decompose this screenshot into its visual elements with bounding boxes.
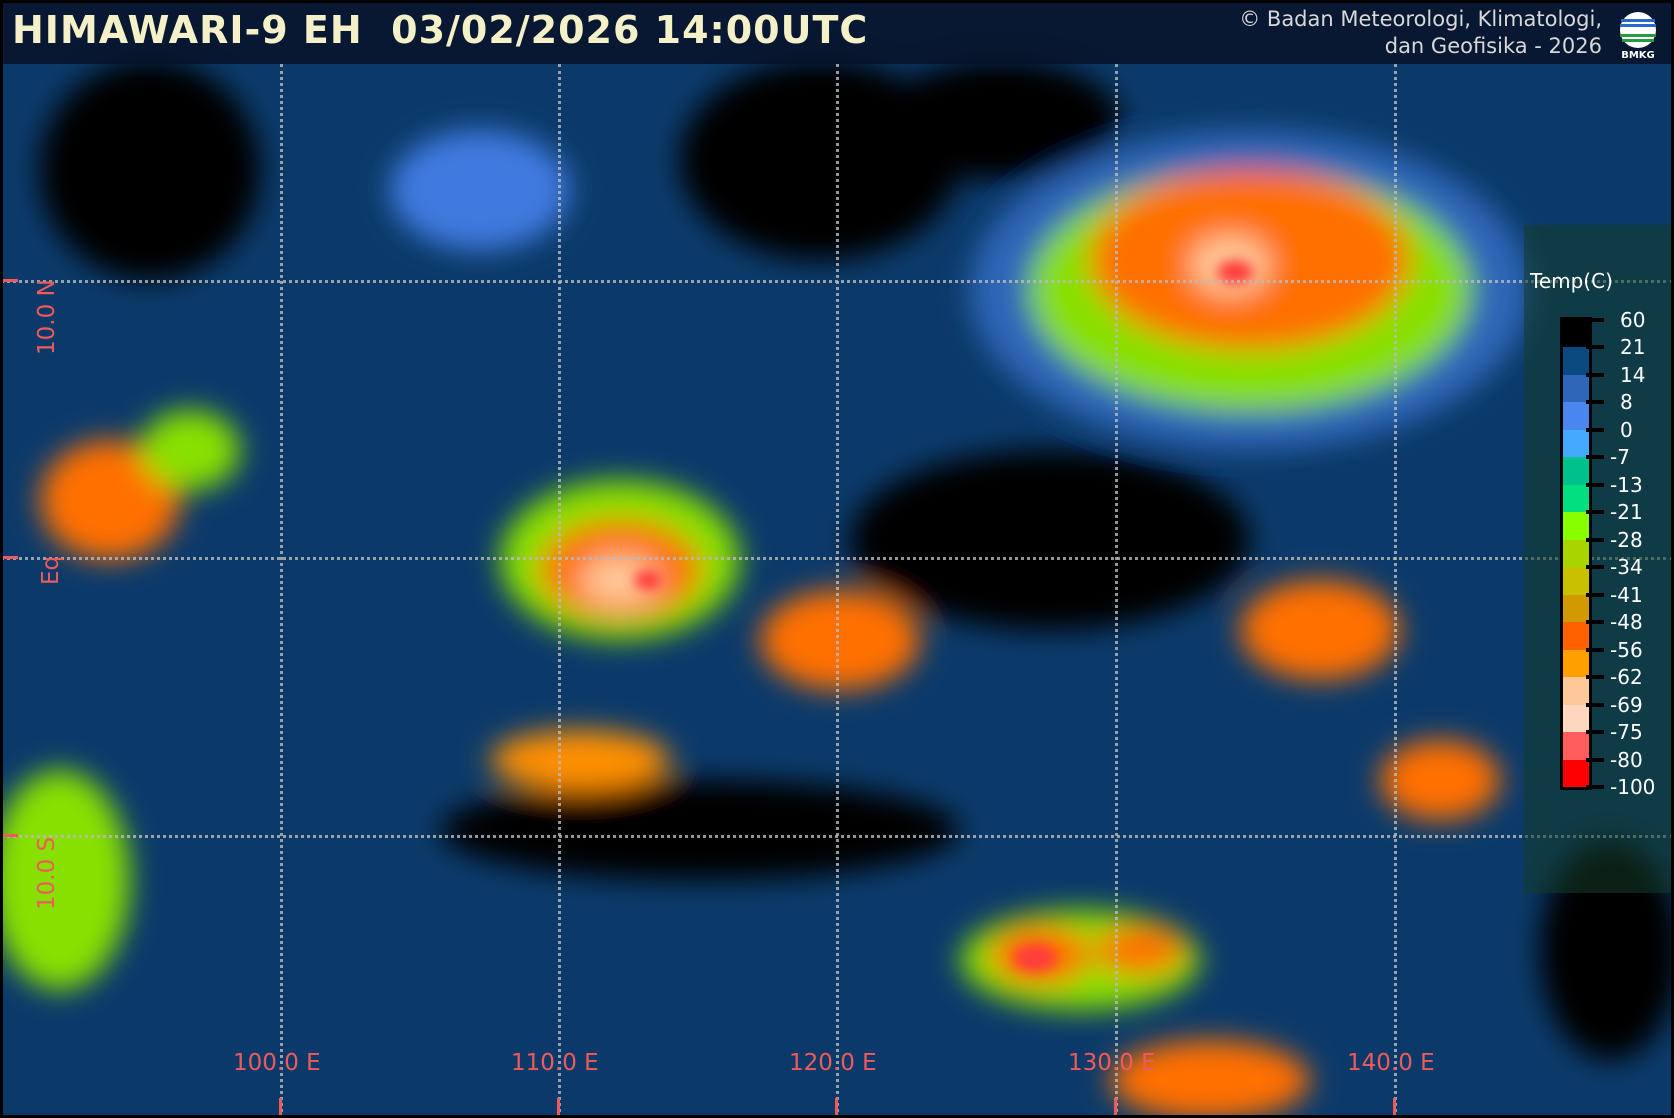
parallel-10s [0,835,1674,838]
meridian-130e [1115,64,1118,1118]
meridian-100e [280,64,283,1118]
copyright-line-2: dan Geofisika - 2026 [1384,34,1602,58]
legend-tick [1586,510,1604,515]
legend-value: -69 [1610,692,1643,717]
header-bar: HIMAWARI-9 EH 03/02/2026 14:00UTC © Bada… [0,0,1674,64]
temperature-legend: Temp(C) 60 21 14 8 0 -7 -13 -21 -28 -34 -41 -48 -56 -… [1524,225,1674,893]
legend-value: -41 [1610,582,1643,607]
legend-tick [1586,785,1604,789]
meridian-120e [836,64,839,1118]
legend-color-swatch [1563,347,1589,376]
legend-tick [1586,372,1604,377]
logo-text: BMKG [1621,50,1655,60]
legend-value: -62 [1610,665,1643,690]
lon-label-100e: 100.0 E [233,1050,321,1076]
legend-color-swatch [1563,704,1589,733]
legend-colorbar [1560,317,1592,790]
legend-tick [1586,427,1604,432]
legend-value: -80 [1610,747,1643,772]
meridian-140e [1394,64,1397,1118]
legend-color-swatch [1563,677,1589,706]
legend-tick [1586,345,1604,350]
legend-value: 0 [1620,417,1633,442]
legend-title: Temp(C) [1530,269,1613,293]
legend-color-swatch [1563,402,1589,431]
bmkg-logo-icon: BMKG [1620,12,1656,60]
lon-label-110e: 110.0 E [511,1050,599,1076]
lon-label-130e: 130.0 E [1068,1050,1156,1076]
legend-value: 21 [1620,335,1646,360]
legend-value: -7 [1610,445,1630,470]
legend-tick [1586,702,1604,707]
legend-tick [1586,482,1604,487]
lat-label-10n: 10.0 N [34,279,60,355]
legend-value: -75 [1610,720,1643,745]
copyright-text: © Badan Meteorologi, Klimatologi, dan Ge… [1239,6,1602,60]
lat-tick [0,279,18,282]
legend-color-swatch [1563,732,1589,761]
lon-tick [279,1098,282,1118]
lon-tick [1393,1098,1396,1118]
legend-value: -21 [1610,500,1643,525]
image-title: HIMAWARI-9 EH 03/02/2026 14:00UTC [12,8,869,52]
legend-tick [1586,647,1604,652]
legend-tick [1586,730,1604,735]
legend-value: 8 [1620,390,1633,415]
legend-tick [1586,675,1604,680]
legend-tick [1586,400,1604,405]
legend-color-swatch [1563,622,1589,651]
parallel-10n [0,280,1674,283]
legend-color-swatch [1563,539,1589,568]
lat-label-10s: 10.0 S [34,836,60,910]
lat-label-eq: Eq [38,555,64,585]
legend-color-swatch [1563,567,1589,596]
legend-value: -34 [1610,555,1643,580]
legend-color-swatch [1563,759,1589,788]
legend-color-swatch [1563,594,1589,623]
copyright-line-1: © Badan Meteorologi, Klimatologi, [1239,7,1602,31]
legend-value: -13 [1610,472,1643,497]
lat-tick [0,556,18,559]
legend-color-swatch [1563,512,1589,541]
lon-tick [835,1098,838,1118]
legend-color-swatch [1563,457,1589,486]
legend-value: -100 [1610,775,1656,799]
legend-tick [1586,537,1604,542]
legend-color-swatch [1563,374,1589,403]
lon-tick [1114,1098,1117,1118]
legend-tick [1586,592,1604,597]
legend-value: -56 [1610,637,1643,662]
legend-value: 60 [1620,308,1646,332]
legend-color-swatch [1563,484,1589,513]
legend-tick [1586,565,1604,570]
lon-label-120e: 120.0 E [789,1050,877,1076]
legend-value: -28 [1610,527,1643,552]
legend-tick [1586,455,1604,460]
legend-tick [1586,318,1604,322]
lon-tick [557,1098,560,1118]
legend-value: 14 [1620,362,1646,387]
legend-tick [1586,620,1604,625]
lon-label-140e: 140.0 E [1347,1050,1435,1076]
legend-color-swatch [1563,429,1589,458]
meridian-110e [558,64,561,1118]
legend-value: -48 [1610,610,1643,635]
parallel-equator [0,557,1674,560]
legend-tick [1586,757,1604,762]
lat-tick [0,834,18,837]
legend-color-swatch [1563,320,1589,348]
legend-color-swatch [1563,649,1589,678]
